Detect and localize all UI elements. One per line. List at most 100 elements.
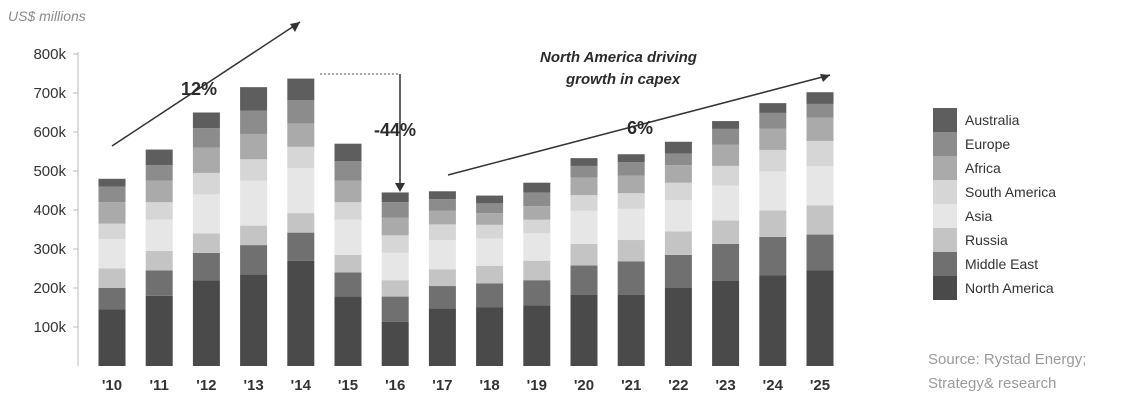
bar-segment	[428, 269, 456, 287]
bar-segment	[145, 295, 173, 366]
bars-group	[98, 78, 834, 366]
bar-segment	[664, 200, 692, 232]
bar-segment	[192, 233, 220, 253]
bar-segment	[664, 165, 692, 183]
bar-segment	[617, 294, 645, 366]
bar-segment	[759, 210, 787, 237]
bar-segment	[334, 143, 362, 162]
bar-segment	[334, 296, 362, 366]
bar-segment	[334, 254, 362, 273]
bar-segment	[334, 202, 362, 220]
bar-segment	[617, 154, 645, 163]
bar-segment	[192, 172, 220, 195]
y-tick-label: 700k	[33, 85, 66, 102]
y-tick-label: 300k	[33, 241, 66, 258]
bar-segment	[759, 236, 787, 276]
bar-segment	[428, 191, 456, 200]
bar-segment	[334, 272, 362, 297]
bar-segment	[759, 171, 787, 211]
bar-segment	[381, 202, 409, 218]
bar-segment	[98, 186, 126, 203]
bar-segment	[240, 133, 268, 160]
bar-segment	[476, 224, 504, 239]
bar-segment	[712, 185, 740, 221]
legend: Australia Europe Africa South America Asia Ru…	[933, 108, 1056, 300]
growth-cagr-label: 12%	[181, 79, 217, 99]
bar-segment	[759, 128, 787, 150]
x-tick-label: '19	[527, 377, 547, 394]
bar-segment	[287, 213, 315, 233]
bar-segment	[287, 78, 315, 101]
bar-segment	[98, 223, 126, 240]
x-tick-label: '11	[149, 377, 168, 394]
bar-segment	[712, 280, 740, 366]
bar-segment	[806, 92, 834, 104]
bar-segment	[428, 240, 456, 270]
bar-segment	[664, 288, 692, 366]
bar-segment	[381, 280, 409, 297]
bar-segment	[240, 274, 268, 366]
y-tick-label: 800k	[33, 46, 66, 63]
bar-segment	[759, 103, 787, 113]
growth-arrow-head	[290, 22, 300, 32]
bar-segment	[192, 194, 220, 234]
bar-segment	[476, 195, 504, 204]
x-tick-label: '17	[432, 377, 452, 394]
bar-segment	[712, 220, 740, 244]
x-tick-label: '23	[715, 377, 735, 394]
y-axis: 100k 200k 300k 400k 500k 600k 700k 800k	[33, 46, 79, 366]
bar-segment	[664, 182, 692, 201]
y-tick-label: 600k	[33, 124, 66, 141]
bar-segment	[759, 149, 787, 172]
bar-segment	[570, 243, 598, 266]
bar-segment	[145, 202, 173, 220]
source-line-2: Strategy& research	[928, 375, 1056, 392]
bar-segment	[617, 193, 645, 209]
bar-segment	[381, 252, 409, 281]
legend-label: Russia	[965, 232, 1008, 248]
bar-segment	[570, 158, 598, 166]
bar-segment	[145, 219, 173, 251]
legend-label: Middle East	[965, 256, 1038, 272]
legend-swatch	[933, 132, 957, 156]
x-tick-label: '16	[385, 377, 405, 394]
bar-segment	[240, 180, 268, 226]
bar-segment	[240, 87, 268, 111]
x-tick-label: '22	[668, 377, 688, 394]
bar-segment	[98, 239, 126, 269]
bar-segment	[381, 296, 409, 322]
bar-segment	[287, 232, 315, 261]
legend-label: Africa	[965, 160, 1001, 176]
x-tick-label: '21	[621, 377, 641, 394]
bar-segment	[98, 309, 126, 366]
bar-segment	[476, 283, 504, 308]
bar-segment	[570, 177, 598, 196]
bar-segment	[381, 217, 409, 236]
legend-swatch	[933, 228, 957, 252]
y-tick-label: 400k	[33, 202, 66, 219]
bar-segment	[428, 224, 456, 241]
bar-segment	[428, 210, 456, 225]
x-tick-label: '25	[810, 377, 830, 394]
bar-segment	[192, 128, 220, 148]
bar-segment	[240, 245, 268, 275]
y-tick-label: 200k	[33, 280, 66, 297]
recovery-cagr-label: 6%	[627, 118, 653, 138]
bar-segment	[98, 268, 126, 288]
bar-segment	[617, 175, 645, 194]
bar-segment	[712, 128, 740, 145]
growth-arrow-line	[111, 21, 301, 147]
bar-segment	[617, 162, 645, 176]
bar-segment	[476, 213, 504, 225]
bar-segment	[664, 141, 692, 154]
bar-segment	[192, 112, 220, 129]
legend-label: South America	[965, 184, 1056, 200]
bar-segment	[98, 202, 126, 224]
bar-segment	[523, 280, 551, 306]
bar-segment	[287, 146, 315, 169]
bar-segment	[334, 180, 362, 203]
recovery-arrow-line	[447, 74, 831, 176]
headline-line-2: growth in capex	[565, 71, 681, 88]
bar-segment	[712, 243, 740, 281]
